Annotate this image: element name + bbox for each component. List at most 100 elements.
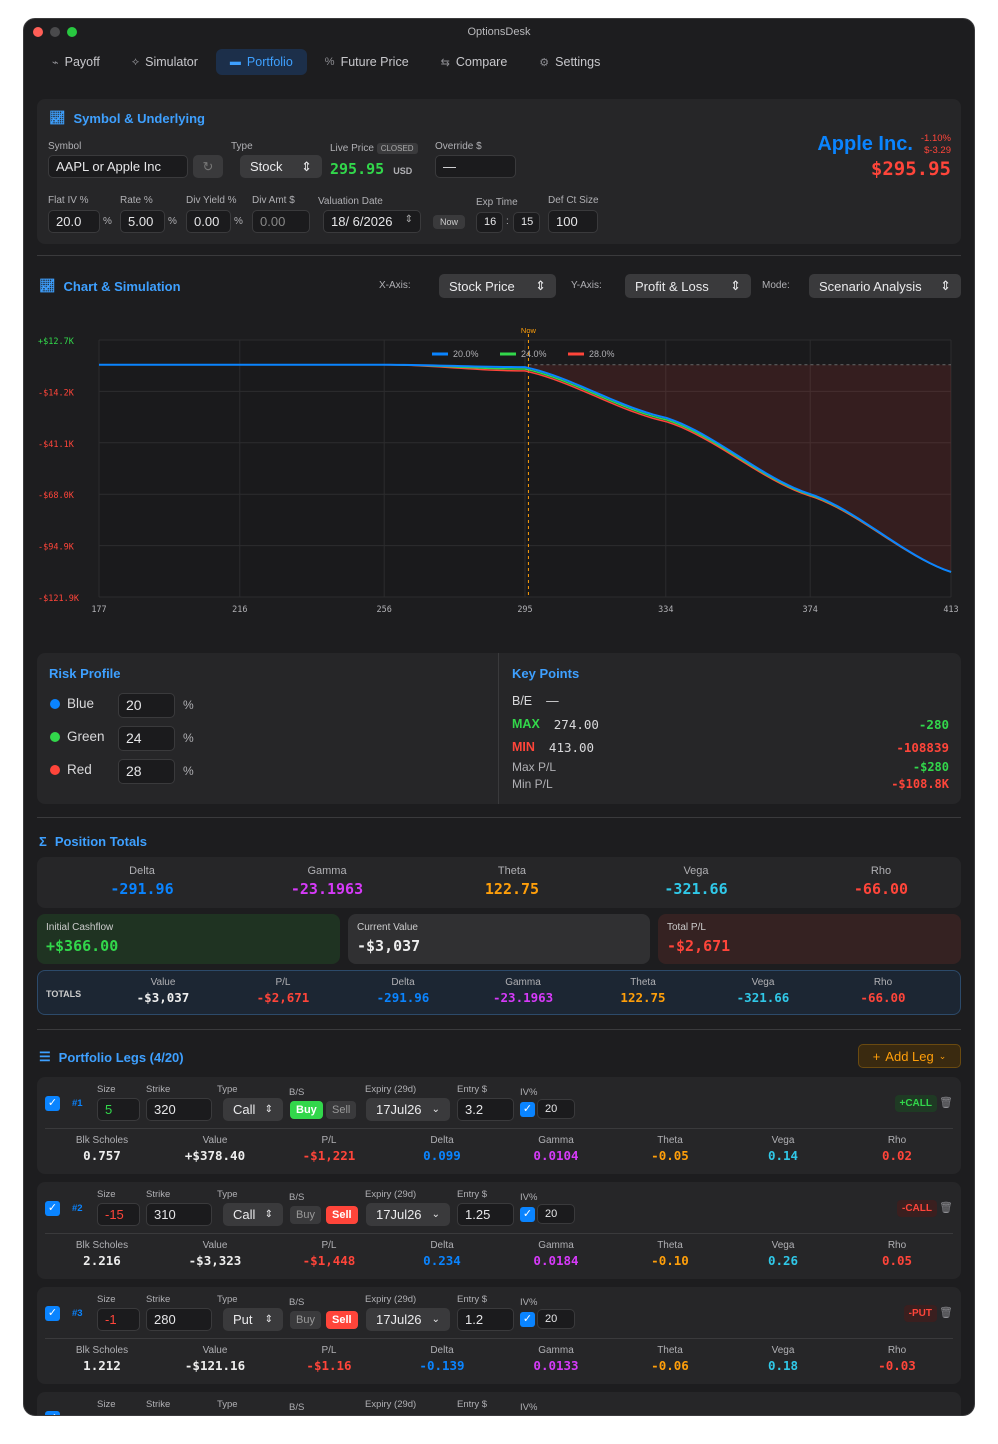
tab-simulator[interactable]: ⟡ Simulator	[131, 55, 198, 69]
leg-enabled-checkbox[interactable]: ✓	[45, 1096, 60, 1111]
x-tick-label: 177	[91, 605, 106, 615]
totals-header: Σ Position Totals	[39, 834, 148, 849]
quote-summary: Apple Inc. -1.10% $-3.29 $295.95	[817, 133, 951, 180]
y-tick-label: -$14.2K	[38, 388, 75, 398]
leg-iv-input[interactable]: 20	[537, 1204, 575, 1224]
risk-name: Blue	[67, 696, 95, 711]
close-window-button[interactable]	[33, 27, 43, 37]
chart-icon: 📈︎	[49, 110, 66, 125]
big-price: $295.95	[870, 158, 951, 180]
tab-portfolio[interactable]: ▬ Portfolio	[215, 49, 307, 75]
legend-label: 28.0%	[589, 349, 615, 359]
leg-delta: Delta 0.099	[423, 1135, 461, 1163]
leg-strike-input[interactable]: 310	[146, 1203, 212, 1226]
leg-type-select[interactable]: Put ⇕	[223, 1308, 283, 1331]
risk-name: Green	[67, 729, 105, 744]
type-select[interactable]: Stock ⇕	[240, 155, 322, 178]
risk-header: Risk Profile	[49, 666, 121, 681]
trash-icon[interactable]: 🗑︎	[939, 1097, 953, 1109]
now-label: Now	[521, 326, 537, 335]
leg-entry-input[interactable]: 1.25	[457, 1203, 514, 1226]
trash-icon[interactable]: 🗑︎	[939, 1202, 953, 1214]
refresh-icon: ↻	[202, 158, 214, 174]
leg-gamma: Gamma 0.0133	[533, 1345, 579, 1373]
totals-cell: Value -$3,037	[136, 977, 190, 1005]
leg-value: Value -$121.16	[184, 1345, 246, 1373]
exp-hour-input[interactable]: 16	[476, 212, 503, 233]
pnl-chart[interactable]: +$12.7K -$14.2K -$41.1K -$68.0K -$94.9K -$121…	[34, 309, 964, 629]
buy-toggle[interactable]: Buy	[290, 1206, 321, 1224]
zoom-window-button[interactable]	[67, 27, 77, 37]
x-tick-label: 374	[803, 605, 818, 615]
sell-toggle[interactable]: Sell	[326, 1311, 358, 1329]
leg-iv-input[interactable]: 20	[537, 1309, 575, 1329]
leg-iv-checkbox[interactable]: ✓	[520, 1207, 535, 1222]
mode-select[interactable]: Scenario Analysis ⇕	[809, 274, 961, 298]
risk-iv-input[interactable]: 20	[118, 693, 175, 718]
add-leg-button[interactable]: + Add Leg ⌄	[858, 1044, 961, 1068]
leg-enabled-checkbox[interactable]: ✓	[45, 1201, 60, 1216]
leg-gamma: Gamma 0.0184	[533, 1240, 579, 1268]
leg-expiry-select[interactable]: 17Jul26 ⌄	[366, 1098, 450, 1121]
div-yield-input[interactable]: 0.00	[186, 210, 231, 233]
window-title: OptionsDesk	[467, 26, 531, 38]
leg-entry-input[interactable]: 1.2	[457, 1308, 514, 1331]
x-tick-label: 256	[377, 605, 392, 615]
price-change: -1.10% $-3.29	[920, 133, 951, 156]
xaxis-select[interactable]: Stock Price ⇕	[439, 274, 556, 298]
tab-settings[interactable]: ⚙ Settings	[539, 55, 601, 69]
chart-icon: 📈︎	[39, 278, 56, 293]
risk-iv-input[interactable]: 24	[118, 726, 175, 751]
briefcase-icon: ▬	[229, 56, 241, 68]
leg-enabled-checkbox[interactable]: ✓	[45, 1306, 60, 1321]
override-input[interactable]: —	[435, 155, 516, 178]
refresh-button[interactable]: ↻	[193, 155, 223, 178]
leg-strike-input[interactable]: 320	[146, 1098, 212, 1121]
div-amt-input[interactable]: 0.00	[252, 210, 310, 233]
leg-bs-name: Blk Scholes 1.212	[75, 1345, 129, 1373]
leg-card: ✓ #1 Size 5 Strike 320 Type Call ⇕ B/S Bu…	[37, 1077, 961, 1174]
tab-payoff[interactable]: ⌁ Payoff	[52, 55, 100, 69]
trash-icon[interactable]: 🗑︎	[939, 1307, 953, 1319]
minimize-window-button[interactable]	[50, 27, 60, 37]
leg-strike-input[interactable]: 280	[146, 1308, 212, 1331]
flat-iv-input[interactable]: 20.0	[48, 210, 100, 233]
leg-size-input[interactable]: 5	[97, 1098, 140, 1121]
arrows-icon: ⇆	[440, 56, 450, 69]
leg-gamma: Gamma 0.0104	[533, 1135, 579, 1163]
tab-future-price[interactable]: % Future Price	[324, 55, 409, 69]
buy-toggle[interactable]: Buy	[290, 1101, 323, 1119]
exp-minute-input[interactable]: 15	[513, 212, 540, 233]
valuation-date-label: Valuation Date	[318, 196, 383, 207]
leg-bs-name: Blk Scholes 0.757	[75, 1135, 129, 1163]
now-button[interactable]: Now	[433, 215, 466, 229]
rate-input[interactable]: 5.00	[120, 210, 165, 233]
symbol-header: 📈︎ Symbol & Underlying	[49, 110, 205, 126]
leg-iv-checkbox[interactable]: ✓	[520, 1312, 535, 1327]
buy-toggle[interactable]: Buy	[290, 1311, 321, 1329]
leg-enabled-checkbox[interactable]: ✓	[45, 1411, 60, 1415]
symbol-input[interactable]: AAPL or Apple Inc	[48, 155, 188, 178]
risk-iv-input[interactable]: 28	[118, 759, 175, 784]
live-price: 295.95 USD	[330, 160, 413, 178]
leg-expiry-select[interactable]: 17Jul26 ⌄	[366, 1203, 450, 1226]
symbol-panel: 📈︎ Symbol & Underlying Symbol AAPL or App…	[37, 99, 961, 244]
sell-toggle[interactable]: Sell	[326, 1206, 358, 1224]
totals-cell: Delta -291.96	[376, 977, 430, 1005]
def-ct-input[interactable]: 100	[548, 210, 598, 233]
tab-compare[interactable]: ⇆ Compare	[440, 55, 508, 69]
leg-entry-input[interactable]: 3.2	[457, 1098, 514, 1121]
leg-type-select[interactable]: Call ⇕	[223, 1098, 283, 1121]
leg-iv-input[interactable]: 20	[537, 1099, 575, 1119]
plus-icon: +	[872, 1048, 881, 1064]
yaxis-select[interactable]: Profit & Loss ⇕	[625, 274, 751, 298]
sell-toggle[interactable]: Sell	[326, 1101, 357, 1119]
valuation-date-input[interactable]: 18/ 6/2026 ⇕	[323, 210, 421, 233]
leg-expiry-select[interactable]: 17Jul26 ⌄	[366, 1308, 450, 1331]
leg-type-select[interactable]: Call ⇕	[223, 1203, 283, 1226]
leg-iv-checkbox[interactable]: ✓	[520, 1102, 535, 1117]
totals-cell: Theta 122.75	[620, 977, 666, 1005]
x-tick-label: 413	[943, 605, 958, 615]
leg-size-input[interactable]: -15	[97, 1203, 140, 1226]
leg-size-input[interactable]: -1	[97, 1308, 140, 1331]
